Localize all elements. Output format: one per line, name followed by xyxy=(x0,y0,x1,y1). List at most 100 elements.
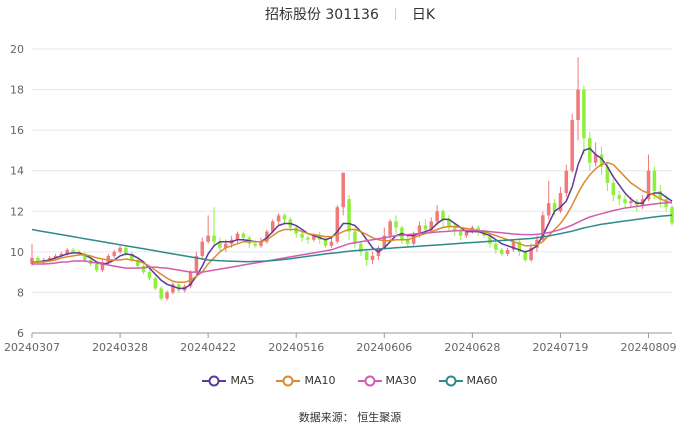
candle-body xyxy=(388,221,392,236)
candle-body xyxy=(652,170,657,191)
legend-item-ma60[interactable]: MA60 xyxy=(438,374,498,387)
stock-name: 招标股份 301136 xyxy=(264,7,379,23)
y-tick-label: 12 xyxy=(10,205,24,218)
candle-body xyxy=(517,241,522,252)
x-tick-label: 20240516 xyxy=(268,341,324,354)
candle-body xyxy=(282,215,287,220)
candle-body xyxy=(429,221,434,230)
candle-body xyxy=(71,249,75,252)
candle-body xyxy=(329,241,334,246)
candle-body xyxy=(135,259,140,267)
candle-body xyxy=(253,243,257,246)
x-tick-label: 20240809 xyxy=(621,341,677,354)
candle-body xyxy=(447,219,451,228)
candle-body xyxy=(629,201,633,204)
candle-body xyxy=(423,225,428,230)
candle-body xyxy=(359,243,363,252)
candle-body xyxy=(218,241,222,248)
candle-body xyxy=(276,215,281,222)
candle-body xyxy=(570,120,574,171)
candlestick-chart: 6 8 10 12 14 16 18 20 20240307 20240328 20240422 20… xyxy=(4,43,677,354)
candle-body xyxy=(411,233,416,244)
ma-line-ma60 xyxy=(31,214,673,263)
candle-body xyxy=(206,235,210,242)
candle-body xyxy=(605,166,610,183)
candle-body xyxy=(323,239,328,246)
candle-body xyxy=(36,257,40,262)
candle-body xyxy=(94,264,99,271)
candle-body xyxy=(523,251,527,260)
candle-body xyxy=(582,89,586,139)
candle-body xyxy=(617,195,621,200)
candle-body xyxy=(118,247,122,252)
candle-body xyxy=(224,243,228,248)
candle-body xyxy=(564,170,569,194)
candle-body xyxy=(541,215,545,240)
legend-item-ma10[interactable]: MA10 xyxy=(276,374,336,387)
candle-body xyxy=(441,211,445,220)
candle-body xyxy=(141,266,146,273)
data-source: 数据来源： 恒生聚源 xyxy=(298,411,402,424)
period-label: 日K xyxy=(411,7,436,23)
candle-body xyxy=(59,253,64,256)
candle-body xyxy=(435,211,439,222)
candle-body xyxy=(341,172,345,208)
legend-item-ma30[interactable]: MA30 xyxy=(357,374,417,387)
candle-body xyxy=(611,182,616,196)
candle-body xyxy=(83,253,87,260)
candle-body xyxy=(335,207,340,242)
candle-body xyxy=(124,247,128,254)
candle-body xyxy=(241,233,246,238)
candle-body xyxy=(552,203,557,212)
candle-body xyxy=(300,233,304,238)
candle-body xyxy=(499,249,504,254)
candle-body xyxy=(212,235,216,242)
legend-label-ma10: MA10 xyxy=(304,374,336,387)
candle-body xyxy=(576,89,580,120)
candle-body xyxy=(47,257,52,260)
candle-body xyxy=(658,191,663,200)
candle-body xyxy=(464,231,469,236)
candle-body xyxy=(270,221,275,232)
legend-marker-ma60 xyxy=(438,375,463,386)
candle-body xyxy=(364,251,369,260)
candle-body xyxy=(646,170,651,200)
candle-body xyxy=(147,272,152,279)
candle-body xyxy=(347,199,351,232)
candle-body xyxy=(370,255,375,260)
candle-body xyxy=(159,288,163,299)
legend-marker-ma5 xyxy=(202,375,227,386)
x-tick-label: 20240422 xyxy=(180,341,236,354)
candle-body xyxy=(130,253,134,260)
candle-body xyxy=(511,241,516,250)
x-tick-label: 20240628 xyxy=(444,341,500,354)
candle-body xyxy=(353,231,357,244)
y-tick-label: 14 xyxy=(10,165,24,178)
legend-item-ma5[interactable]: MA5 xyxy=(202,374,254,387)
candle-body xyxy=(265,231,269,242)
candle-body xyxy=(53,255,58,258)
title-divider xyxy=(394,8,396,20)
candle-body xyxy=(259,241,263,246)
y-tick-label: 6 xyxy=(17,327,24,340)
legend-label-ma60: MA60 xyxy=(466,374,498,387)
candle-body xyxy=(505,249,510,254)
candle-body xyxy=(235,233,240,240)
candle-body xyxy=(106,255,111,262)
ma-line-ma10 xyxy=(32,161,673,284)
candle-body xyxy=(458,231,463,236)
candle-body xyxy=(558,193,563,212)
chart-legend: MA5 MA10 MA30 MA60 xyxy=(0,374,700,387)
candle-body xyxy=(188,272,193,287)
ma-line-ma30 xyxy=(32,201,673,273)
candle-body xyxy=(65,249,69,254)
candle-body xyxy=(599,154,604,167)
candle-body xyxy=(112,251,116,256)
candle-body xyxy=(476,227,480,232)
x-tick-label: 20240307 xyxy=(4,341,60,354)
candle-body xyxy=(623,199,627,204)
legend-label-ma30: MA30 xyxy=(385,374,417,387)
candle-body xyxy=(153,278,158,289)
candle-body xyxy=(306,237,310,240)
candle-body xyxy=(200,241,205,256)
